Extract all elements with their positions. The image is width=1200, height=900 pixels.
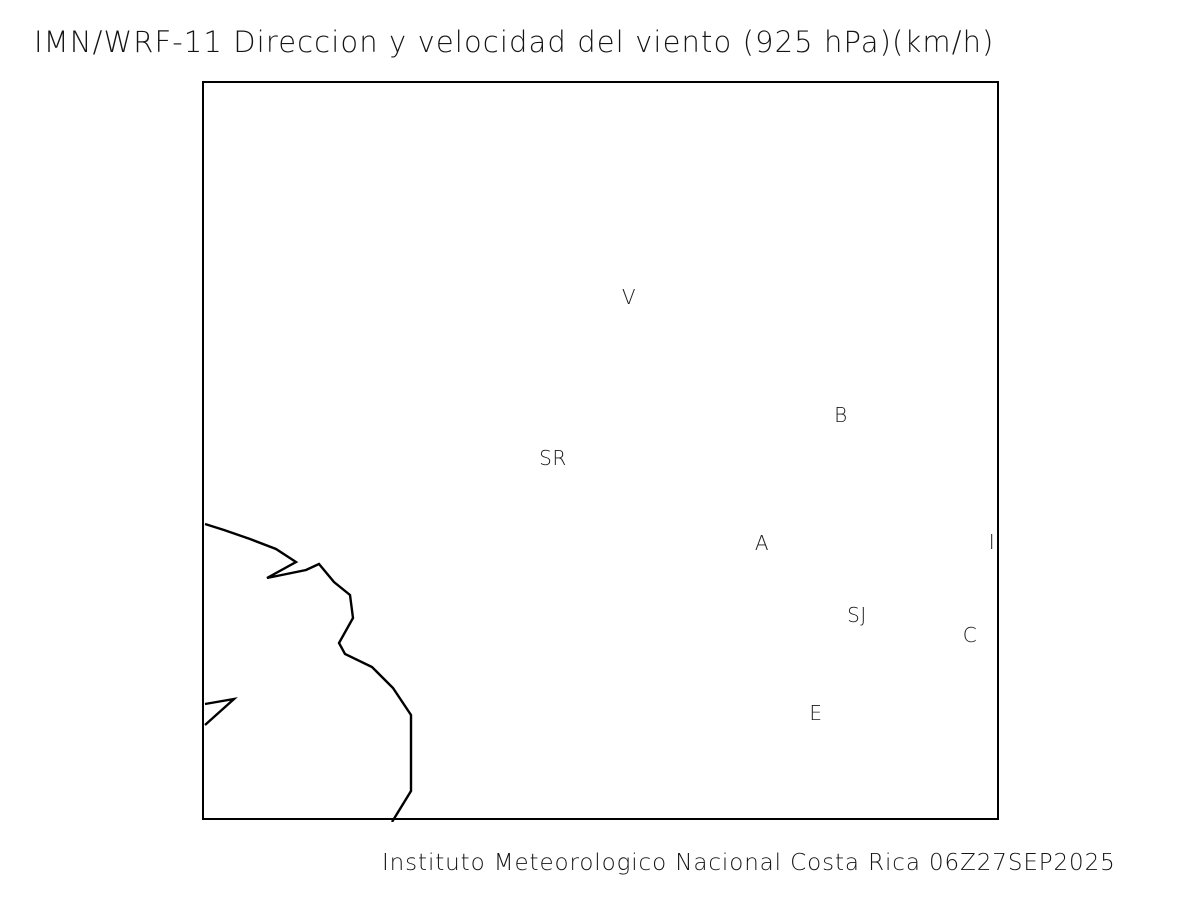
station-label-sj: SJ — [847, 603, 867, 627]
peninsula-path — [204, 697, 238, 726]
footer-credit: Instituto Meteorologico Nacional Costa R… — [382, 850, 1116, 876]
station-label-c: C — [962, 623, 978, 647]
page-title: IMN/WRF-11 Direccion y velocidad del vie… — [34, 25, 995, 59]
coastline-path — [204, 522, 413, 822]
station-label-i: I — [988, 530, 996, 554]
map-frame: V B SR A I SJ C E — [202, 81, 999, 822]
station-label-e: E — [809, 701, 823, 725]
station-label-v: V — [621, 285, 637, 309]
station-label-b: B — [834, 403, 848, 427]
station-label-a: A — [754, 531, 770, 555]
coastline-map — [204, 522, 413, 822]
station-label-sr: SR — [539, 446, 567, 470]
